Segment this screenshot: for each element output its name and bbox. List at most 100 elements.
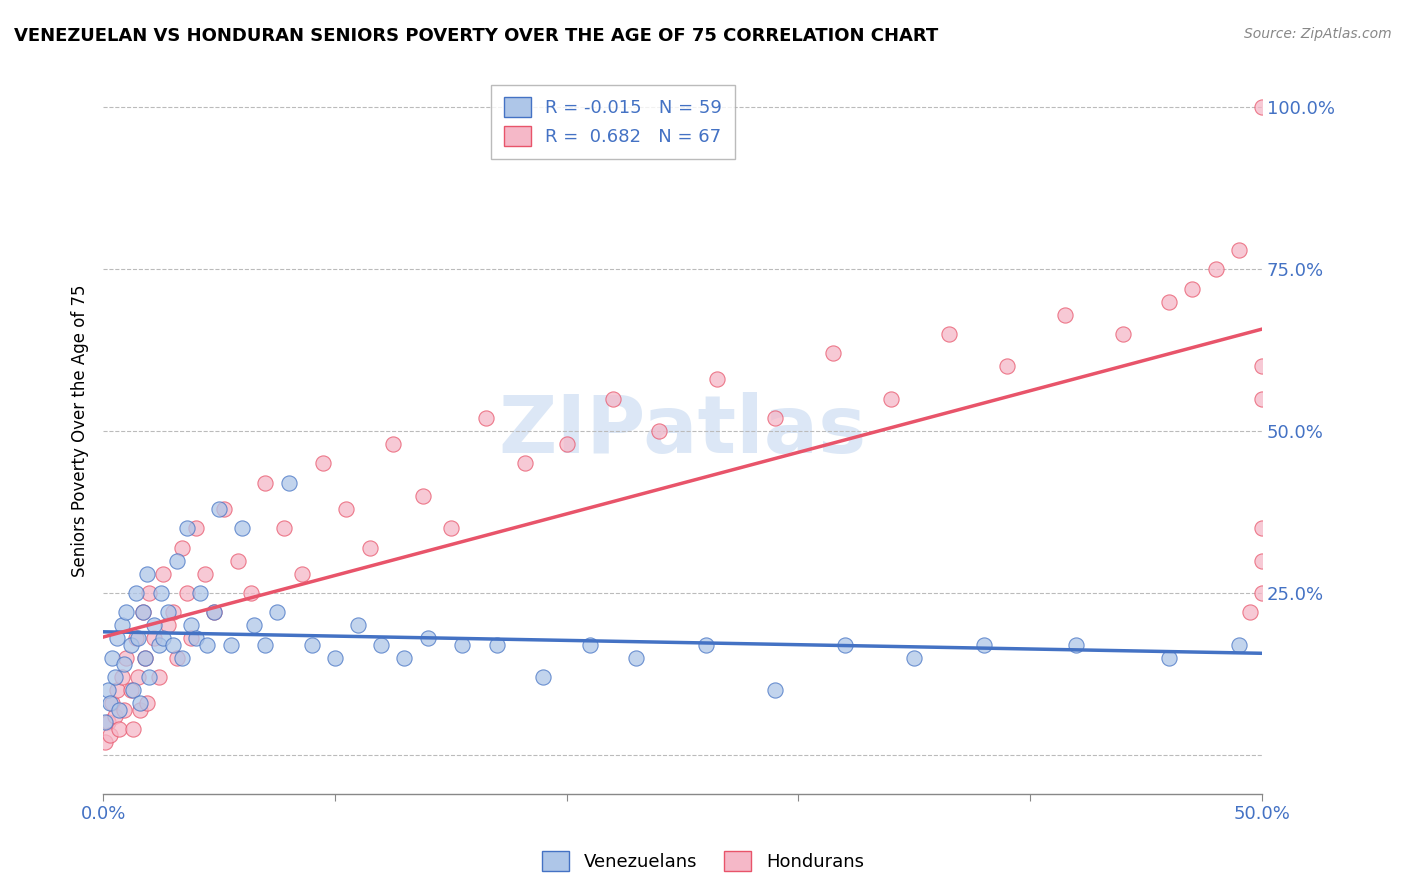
Point xyxy=(120,638,142,652)
Point xyxy=(323,650,346,665)
Point xyxy=(124,632,146,646)
Point xyxy=(136,566,159,581)
Point xyxy=(101,696,124,710)
Point xyxy=(138,670,160,684)
Point xyxy=(903,650,925,665)
Point xyxy=(143,618,166,632)
Point xyxy=(381,437,404,451)
Point xyxy=(131,606,153,620)
Point xyxy=(152,632,174,646)
Point xyxy=(166,553,188,567)
Point xyxy=(1251,521,1274,535)
Point xyxy=(231,521,253,535)
Point xyxy=(763,683,786,698)
Point xyxy=(706,372,728,386)
Point xyxy=(359,541,381,555)
Point xyxy=(180,618,202,632)
Point xyxy=(254,638,277,652)
Point xyxy=(134,650,156,665)
Point xyxy=(94,735,117,749)
Point xyxy=(170,650,193,665)
Point xyxy=(1159,650,1181,665)
Point xyxy=(170,541,193,555)
Point xyxy=(212,501,235,516)
Point xyxy=(148,670,170,684)
Point xyxy=(1159,294,1181,309)
Point xyxy=(122,683,145,698)
Text: Source: ZipAtlas.com: Source: ZipAtlas.com xyxy=(1244,27,1392,41)
Point xyxy=(1053,308,1076,322)
Point xyxy=(131,606,153,620)
Point xyxy=(1251,392,1274,406)
Point xyxy=(127,670,149,684)
Y-axis label: Seniors Poverty Over the Age of 75: Seniors Poverty Over the Age of 75 xyxy=(72,285,89,577)
Point xyxy=(624,650,647,665)
Point xyxy=(194,566,217,581)
Point xyxy=(973,638,995,652)
Point xyxy=(166,650,188,665)
Point xyxy=(335,501,357,516)
Point xyxy=(124,586,146,600)
Point xyxy=(273,521,295,535)
Point xyxy=(416,632,439,646)
Point xyxy=(242,618,264,632)
Point xyxy=(180,632,202,646)
Point xyxy=(115,606,138,620)
Point xyxy=(152,566,174,581)
Point xyxy=(1227,243,1250,257)
Point xyxy=(94,715,117,730)
Point xyxy=(97,715,120,730)
Point xyxy=(105,632,128,646)
Point xyxy=(184,521,207,535)
Point xyxy=(938,326,960,341)
Point xyxy=(266,606,288,620)
Point xyxy=(176,521,198,535)
Point xyxy=(104,670,127,684)
Point xyxy=(1251,359,1274,374)
Point xyxy=(254,475,277,490)
Point xyxy=(112,702,135,716)
Point xyxy=(202,606,225,620)
Point xyxy=(1251,100,1274,114)
Point xyxy=(412,489,434,503)
Point xyxy=(112,657,135,672)
Text: VENEZUELAN VS HONDURAN SENIORS POVERTY OVER THE AGE OF 75 CORRELATION CHART: VENEZUELAN VS HONDURAN SENIORS POVERTY O… xyxy=(14,27,938,45)
Point xyxy=(129,702,152,716)
Point xyxy=(115,650,138,665)
Point xyxy=(97,683,120,698)
Point xyxy=(1205,262,1227,277)
Point xyxy=(648,424,671,438)
Point xyxy=(1251,553,1274,567)
Point xyxy=(108,702,131,716)
Text: ZIPatlas: ZIPatlas xyxy=(498,392,866,470)
Point xyxy=(301,638,323,652)
Point xyxy=(190,586,212,600)
Point xyxy=(533,670,555,684)
Point xyxy=(101,650,124,665)
Point xyxy=(880,392,903,406)
Point xyxy=(162,638,184,652)
Point xyxy=(148,638,170,652)
Legend: R = -0.015   N = 59, R =  0.682   N = 67: R = -0.015 N = 59, R = 0.682 N = 67 xyxy=(491,85,735,159)
Legend: Venezuelans, Hondurans: Venezuelans, Hondurans xyxy=(534,844,872,879)
Point xyxy=(1112,326,1135,341)
Point xyxy=(136,696,159,710)
Point xyxy=(440,521,463,535)
Point xyxy=(122,722,145,736)
Point xyxy=(202,606,225,620)
Point xyxy=(111,618,134,632)
Point xyxy=(98,696,121,710)
Point xyxy=(995,359,1018,374)
Point xyxy=(602,392,624,406)
Point xyxy=(176,586,198,600)
Point xyxy=(111,670,134,684)
Point xyxy=(695,638,717,652)
Point xyxy=(197,638,219,652)
Point xyxy=(129,696,152,710)
Point xyxy=(513,457,536,471)
Point xyxy=(834,638,856,652)
Point xyxy=(157,618,180,632)
Point xyxy=(578,638,600,652)
Point xyxy=(157,606,180,620)
Point xyxy=(226,553,249,567)
